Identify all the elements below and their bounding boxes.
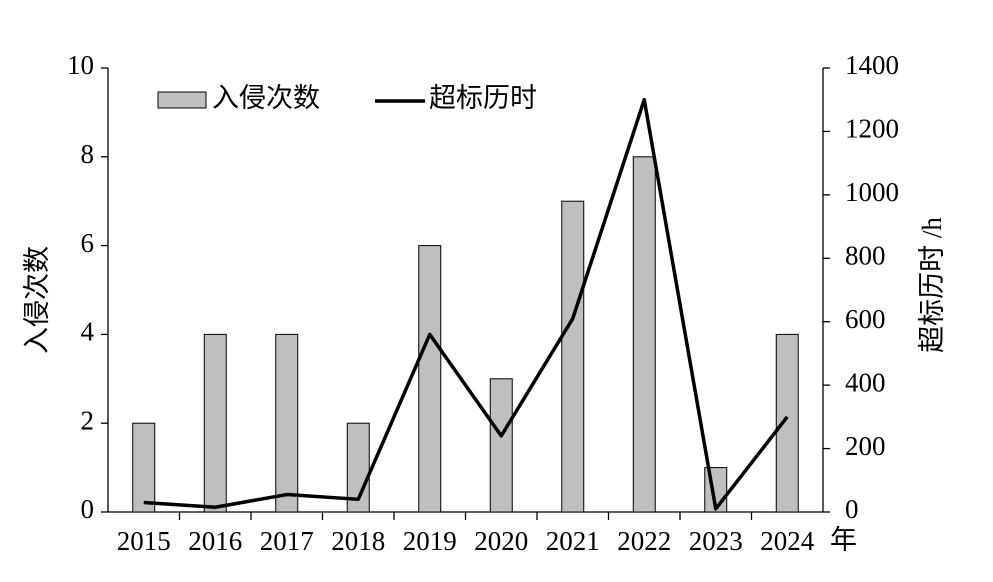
y2-tick-label: 200	[845, 431, 886, 461]
legend-swatch	[157, 91, 207, 109]
y2-tick-label: 600	[845, 304, 886, 334]
x-tick-label: 2022	[617, 526, 671, 556]
y2-tick-label: 1400	[845, 50, 899, 80]
bar	[632, 156, 656, 513]
y-tick-label: 2	[81, 405, 95, 435]
y-tick-label: 4	[81, 317, 95, 347]
y2-tick-label: 1200	[845, 114, 899, 144]
x-tick-label: 2020	[474, 526, 528, 556]
bar	[775, 333, 799, 513]
y2-tick-label: 1000	[845, 177, 899, 207]
bar	[561, 200, 585, 513]
legend-label: 超标历时	[429, 83, 537, 113]
x-tick-label: 2024	[760, 526, 815, 556]
bar	[275, 333, 299, 513]
x-tick-label: 2021	[546, 526, 600, 556]
bar	[203, 333, 227, 513]
legend-label: 入侵次数	[212, 83, 320, 113]
y-tick-label: 10	[67, 50, 94, 80]
y-tick-label: 0	[81, 494, 95, 524]
bar	[132, 422, 156, 513]
y2-tick-label: 800	[845, 240, 886, 270]
x-tick-label: 2023	[689, 526, 743, 556]
bar	[489, 378, 513, 513]
y-tick-label: 8	[81, 139, 95, 169]
y2-tick-label: 0	[845, 494, 859, 524]
x-tick-label: 2018	[331, 526, 385, 556]
y2-axis-title: 超标历时 /h	[917, 217, 947, 353]
x-tick-label: 2015	[117, 526, 171, 556]
x-tick-label: 2016	[188, 526, 242, 556]
x-tick-label: 2019	[403, 526, 457, 556]
y-axis-title: 入侵次数	[22, 246, 52, 354]
x-tick-label: 2017	[260, 526, 314, 556]
bar	[418, 245, 442, 513]
y-tick-label: 6	[81, 228, 95, 258]
y2-tick-label: 400	[845, 367, 886, 397]
line	[143, 97, 789, 511]
x-axis-title: 年	[830, 525, 857, 555]
